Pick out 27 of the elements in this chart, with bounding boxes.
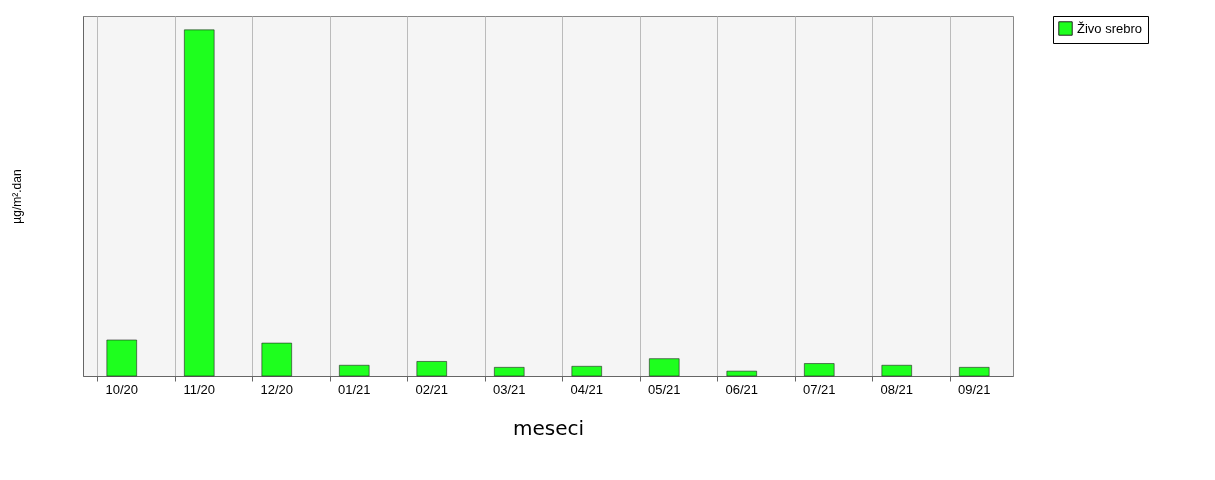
x-tick-label: 09/21	[957, 381, 991, 397]
x-tick-label: 08/21	[880, 381, 914, 397]
x-tick-label: 05/21	[647, 381, 681, 397]
bar	[959, 367, 990, 377]
x-tick-label: 02/21	[415, 381, 449, 397]
bar	[106, 339, 137, 377]
bar	[881, 364, 912, 377]
x-tick-label: 06/21	[725, 381, 759, 397]
x-tick-label: 04/21	[570, 381, 604, 397]
bar	[726, 370, 757, 377]
x-axis-title: meseci	[512, 415, 585, 440]
bar	[184, 29, 215, 377]
bar	[804, 363, 835, 377]
x-tick-label: 11/20	[183, 381, 216, 397]
x-tick-label: 03/21	[492, 381, 526, 397]
bar	[571, 366, 602, 377]
x-tick-label: 12/20	[260, 381, 294, 397]
bar	[649, 358, 680, 377]
x-tick-label: 10/20	[105, 381, 139, 397]
x-tick-label: 07/21	[802, 381, 836, 397]
x-tick-label: 01/21	[337, 381, 371, 397]
bar	[261, 342, 292, 377]
legend-label: Živo srebro	[1077, 20, 1143, 36]
bar	[494, 367, 525, 377]
bar	[339, 364, 370, 377]
bar	[416, 361, 447, 377]
y-axis-title: µg/m².dan	[9, 169, 24, 224]
